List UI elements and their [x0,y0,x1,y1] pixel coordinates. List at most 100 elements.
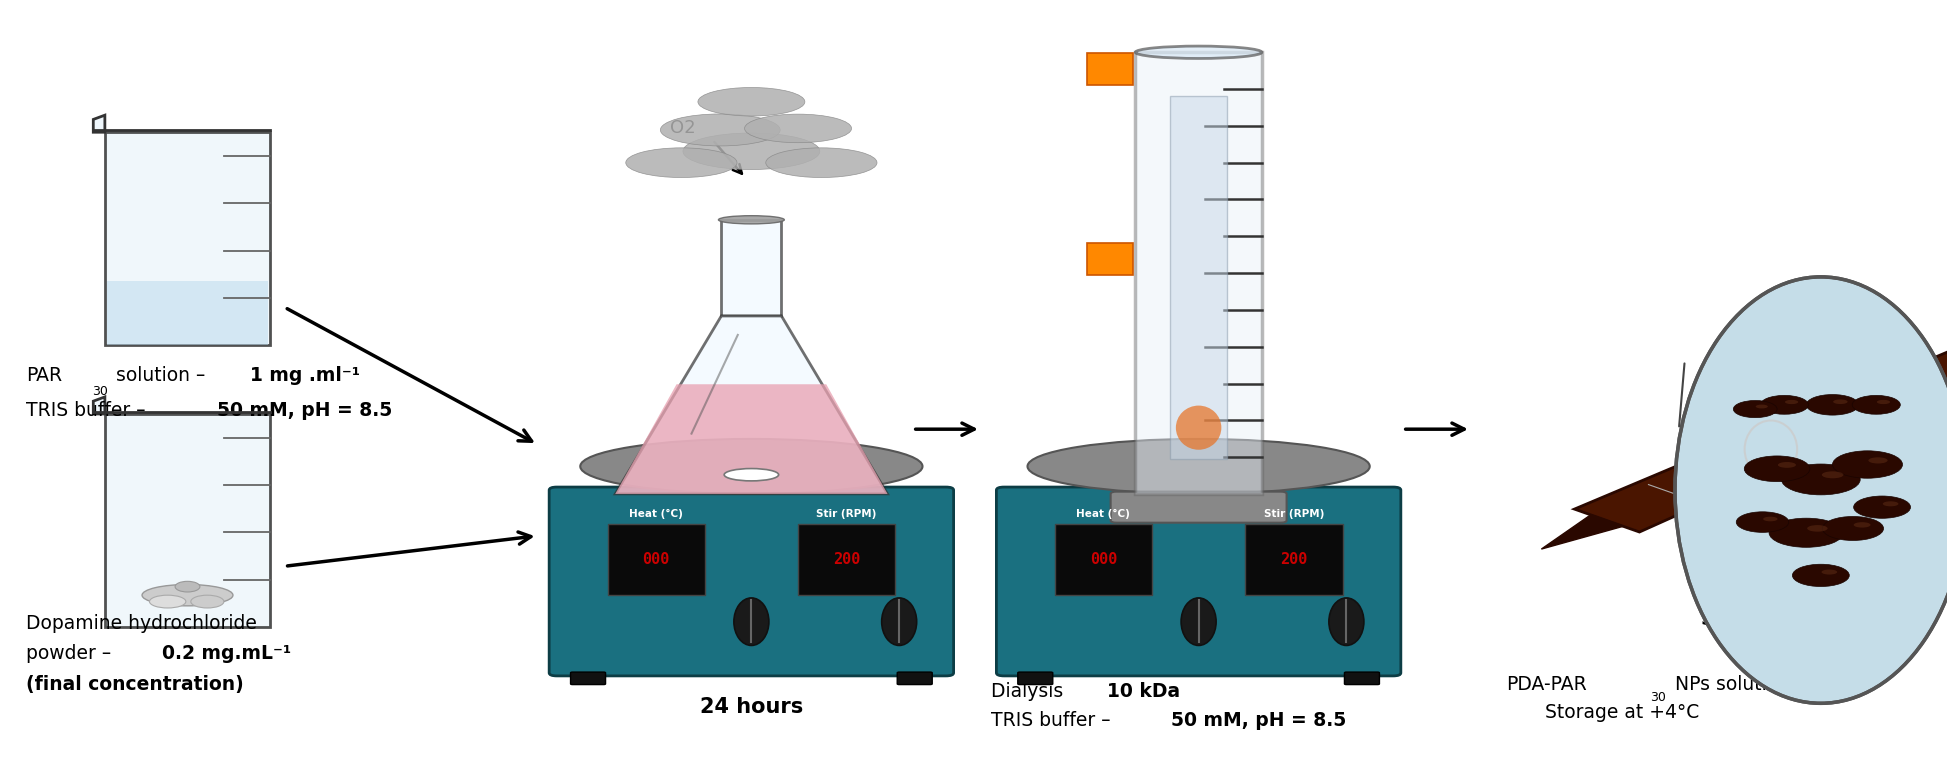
Text: 200: 200 [833,552,860,567]
FancyBboxPatch shape [722,220,782,316]
Ellipse shape [1734,400,1776,418]
FancyBboxPatch shape [798,525,895,594]
Polygon shape [1574,317,1950,532]
Text: TRIS buffer –: TRIS buffer – [25,400,152,420]
FancyBboxPatch shape [1088,53,1133,84]
Ellipse shape [1761,396,1808,414]
Text: O2: O2 [669,120,696,137]
Ellipse shape [698,87,805,116]
Ellipse shape [1182,598,1217,646]
Ellipse shape [1135,46,1262,58]
Text: 1 mg .ml⁻¹: 1 mg .ml⁻¹ [250,367,359,385]
Ellipse shape [1755,404,1769,409]
Ellipse shape [1778,462,1796,468]
Text: Dopamine hydrochloride: Dopamine hydrochloride [25,614,257,633]
Text: Heat (°C): Heat (°C) [1076,509,1131,518]
Ellipse shape [1852,396,1901,414]
Ellipse shape [1821,472,1843,479]
Text: Dialysis: Dialysis [991,683,1069,701]
Ellipse shape [723,469,778,481]
FancyBboxPatch shape [1170,97,1227,459]
FancyBboxPatch shape [897,672,932,685]
Text: NPs solution: NPs solution [1669,675,1790,694]
Ellipse shape [661,114,780,146]
Polygon shape [94,115,105,132]
Ellipse shape [1854,522,1870,528]
FancyBboxPatch shape [571,672,606,685]
Text: 50 mM, pH = 8.5: 50 mM, pH = 8.5 [216,400,392,420]
Text: 10 kDa: 10 kDa [1108,683,1180,701]
Text: 000: 000 [1090,552,1117,567]
Ellipse shape [1806,394,1858,415]
Ellipse shape [142,584,232,606]
FancyBboxPatch shape [105,132,271,345]
Ellipse shape [1784,400,1798,404]
Ellipse shape [766,148,878,177]
Text: Heat (°C): Heat (°C) [630,509,682,518]
Ellipse shape [718,216,784,224]
Ellipse shape [1782,464,1860,495]
Ellipse shape [1833,400,1847,404]
Ellipse shape [745,114,852,143]
Text: Storage at +4°C: Storage at +4°C [1544,703,1698,722]
Ellipse shape [1808,525,1827,532]
Ellipse shape [1675,277,1950,703]
Ellipse shape [733,598,768,646]
FancyBboxPatch shape [608,525,704,594]
Text: TRIS buffer –: TRIS buffer – [991,710,1115,729]
Text: Stir (RPM): Stir (RPM) [1264,509,1324,518]
FancyBboxPatch shape [107,281,269,345]
Text: 50 mM, pH = 8.5: 50 mM, pH = 8.5 [1172,710,1347,729]
Ellipse shape [1028,439,1369,494]
Text: Size:: Size: [1700,610,1751,629]
Ellipse shape [150,595,185,608]
Ellipse shape [1854,496,1911,518]
Text: solution –: solution – [109,367,211,385]
Ellipse shape [1769,518,1843,548]
FancyBboxPatch shape [1344,672,1379,685]
Text: 24 hours: 24 hours [700,697,803,717]
Polygon shape [616,384,887,494]
FancyBboxPatch shape [996,487,1400,676]
Ellipse shape [881,598,916,646]
Ellipse shape [191,595,224,608]
Ellipse shape [176,581,201,592]
Ellipse shape [1823,516,1884,541]
Ellipse shape [581,439,922,494]
Ellipse shape [1821,570,1837,574]
Polygon shape [1540,515,1622,549]
FancyBboxPatch shape [1246,525,1342,594]
Text: 30: 30 [1650,692,1665,704]
FancyBboxPatch shape [1055,525,1152,594]
Ellipse shape [1743,456,1810,482]
Polygon shape [94,397,105,414]
Ellipse shape [1176,406,1221,449]
FancyBboxPatch shape [1135,52,1262,494]
FancyBboxPatch shape [1088,243,1133,275]
Ellipse shape [1868,457,1888,463]
Text: 30: 30 [92,384,107,397]
Text: (final concentration): (final concentration) [25,675,244,694]
Text: ~5 nm: ~5 nm [1773,610,1843,629]
Ellipse shape [1763,517,1778,522]
Text: PAR: PAR [25,367,62,385]
FancyBboxPatch shape [550,487,954,676]
Ellipse shape [682,133,819,170]
Ellipse shape [1792,565,1849,587]
FancyBboxPatch shape [105,414,271,627]
Text: powder –: powder – [25,644,117,663]
Text: 0.2 mg.mL⁻¹: 0.2 mg.mL⁻¹ [162,644,291,663]
Ellipse shape [1833,451,1903,478]
Ellipse shape [1876,400,1890,404]
Polygon shape [616,316,887,494]
Ellipse shape [1884,502,1899,506]
FancyBboxPatch shape [1112,492,1287,522]
Text: 000: 000 [642,552,669,567]
Text: PDA-PAR: PDA-PAR [1505,675,1587,694]
Text: 200: 200 [1281,552,1308,567]
Ellipse shape [1328,598,1363,646]
Ellipse shape [626,148,737,177]
Text: Stir (RPM): Stir (RPM) [817,509,878,518]
FancyBboxPatch shape [1018,672,1053,685]
Ellipse shape [1736,512,1788,532]
